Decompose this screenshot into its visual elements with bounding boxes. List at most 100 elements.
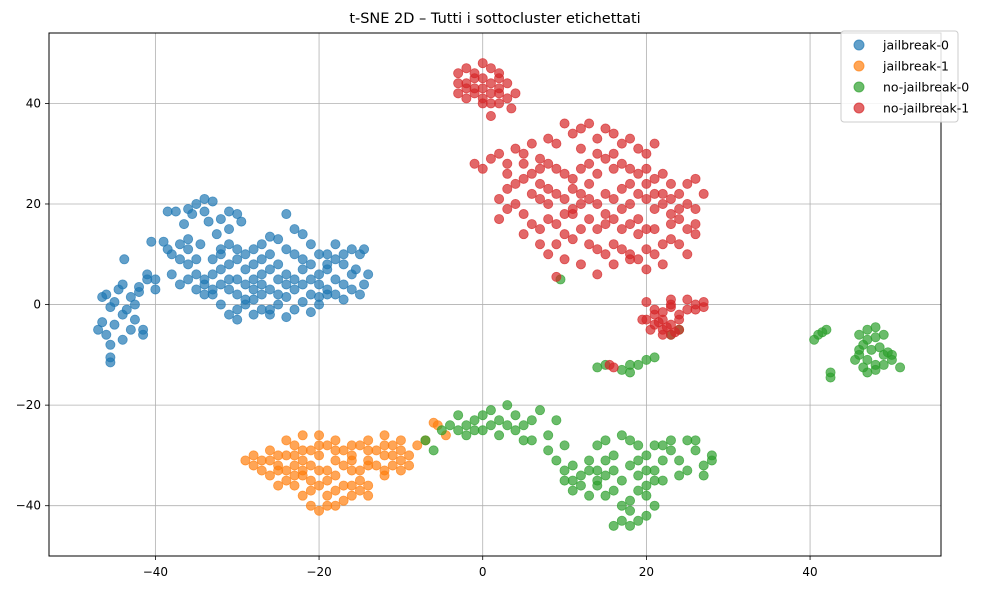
scatter-point	[567, 485, 578, 496]
scatter-point	[477, 58, 488, 69]
scatter-point	[183, 274, 194, 285]
scatter-point	[633, 359, 644, 370]
scatter-point	[551, 138, 562, 149]
scatter-point	[232, 314, 243, 325]
scatter-point	[682, 178, 693, 189]
scatter-point	[97, 292, 108, 303]
scatter-point	[215, 214, 226, 225]
scatter-point	[494, 415, 505, 426]
scatter-point	[706, 450, 717, 461]
scatter-point	[297, 465, 308, 476]
scatter-point	[575, 143, 586, 154]
scatter-point	[330, 274, 341, 285]
scatter-point	[395, 465, 406, 476]
scatter-point	[264, 249, 275, 260]
scatter-point	[477, 163, 488, 174]
scatter-point	[338, 294, 349, 305]
scatter-point	[436, 425, 447, 436]
scatter-point	[191, 284, 202, 295]
scatter-point	[641, 148, 652, 159]
scatter-point	[338, 279, 349, 290]
scatter-point	[698, 470, 709, 481]
scatter-point	[199, 206, 210, 217]
legend-marker	[853, 81, 865, 93]
scatter-point	[494, 148, 505, 159]
scatter-point	[543, 214, 554, 225]
scatter-point	[297, 264, 308, 275]
scatter-point	[674, 214, 685, 225]
scatter-point	[354, 289, 365, 300]
scatter-point	[322, 475, 333, 486]
scatter-point	[314, 505, 325, 516]
scatter-point	[575, 198, 586, 209]
scatter-point	[207, 284, 218, 295]
scatter-point	[641, 244, 652, 255]
scatter-point	[518, 420, 529, 431]
scatter-point	[575, 259, 586, 270]
scatter-point	[510, 143, 521, 154]
scatter-point	[690, 304, 701, 315]
scatter-points	[93, 58, 906, 531]
scatter-point	[878, 359, 889, 370]
scatter-point	[256, 269, 267, 280]
scatter-point	[379, 430, 390, 441]
scatter-point	[346, 244, 357, 255]
scatter-point	[232, 209, 243, 220]
scatter-point	[101, 329, 112, 340]
scatter-point	[119, 254, 130, 265]
scatter-point	[289, 470, 300, 481]
scatter-point	[125, 292, 136, 303]
scatter-point	[649, 500, 660, 511]
scatter-point	[543, 445, 554, 456]
scatter-point	[575, 480, 586, 491]
scatter-point	[584, 193, 595, 204]
scatter-point	[502, 420, 513, 431]
scatter-point	[273, 299, 284, 310]
scatter-point	[314, 430, 325, 441]
scatter-point	[322, 289, 333, 300]
scatter-point	[264, 304, 275, 315]
scatter-point	[264, 231, 275, 242]
scatter-point	[191, 254, 202, 265]
scatter-point	[354, 485, 365, 496]
scatter-point	[305, 485, 316, 496]
legend-box	[840, 30, 959, 123]
scatter-point	[117, 279, 128, 290]
scatter-point	[453, 425, 464, 436]
scatter-point	[207, 269, 218, 280]
scatter-point	[567, 204, 578, 215]
scatter-point	[256, 289, 267, 300]
scatter-point	[248, 309, 259, 320]
scatter-point	[297, 229, 308, 240]
scatter-point	[535, 193, 546, 204]
scatter-point	[134, 281, 145, 292]
scatter-point	[502, 78, 513, 89]
scatter-point	[551, 188, 562, 199]
scatter-point	[608, 520, 619, 531]
scatter-point	[682, 249, 693, 260]
scatter-point	[616, 158, 627, 169]
scatter-point	[592, 148, 603, 159]
scatter-point	[510, 425, 521, 436]
scatter-point	[289, 224, 300, 235]
scatter-point	[641, 264, 652, 275]
scatter-point	[526, 168, 537, 179]
scatter-point	[371, 460, 382, 471]
scatter-point	[649, 352, 660, 363]
scatter-point	[379, 470, 390, 481]
scatter-point	[502, 158, 513, 169]
scatter-point	[674, 188, 685, 199]
scatter-point	[330, 435, 341, 446]
scatter-point	[485, 110, 496, 121]
scatter-point	[526, 138, 537, 149]
scatter-point	[600, 123, 611, 134]
scatter-point	[224, 274, 235, 285]
scatter-point	[690, 219, 701, 230]
scatter-point	[674, 314, 685, 325]
scatter-point	[592, 198, 603, 209]
scatter-point	[346, 440, 357, 451]
scatter-point	[289, 274, 300, 285]
scatter-point	[191, 198, 202, 209]
scatter-point	[665, 178, 676, 189]
scatter-point	[179, 219, 190, 230]
